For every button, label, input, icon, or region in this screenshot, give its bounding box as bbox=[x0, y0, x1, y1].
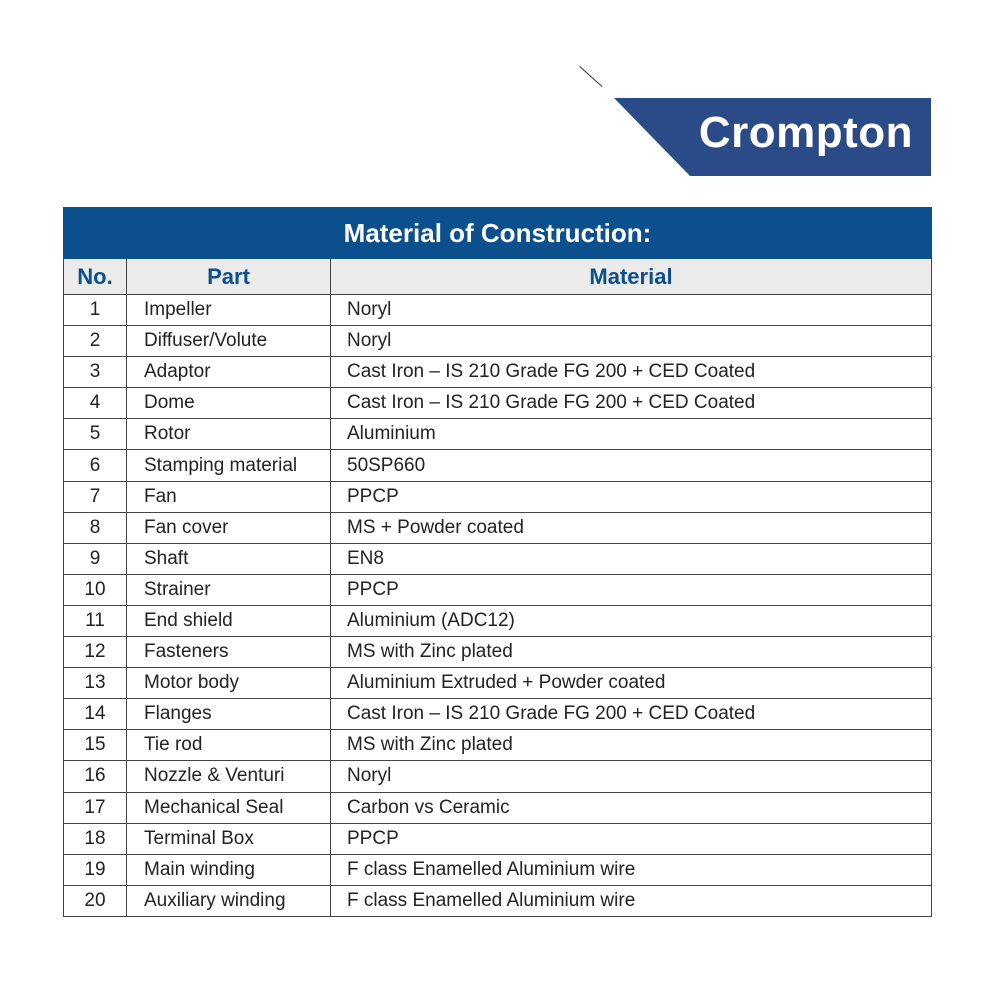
table-row: 14 Flanges Cast Iron – IS 210 Grade FG 200… bbox=[63, 698, 932, 731]
row-number: 17 bbox=[63, 791, 127, 824]
part-name: Impeller bbox=[126, 293, 331, 327]
part-name: Auxiliary winding bbox=[126, 884, 331, 917]
column-header-part: Part bbox=[126, 258, 331, 295]
part-name: Adaptor bbox=[126, 356, 331, 389]
part-name: Motor body bbox=[126, 667, 331, 700]
part-name: Fan cover bbox=[126, 511, 331, 544]
material-value: PPCP bbox=[330, 480, 932, 513]
row-number: 15 bbox=[63, 729, 127, 762]
row-number: 10 bbox=[63, 573, 127, 606]
table-row: 5 Rotor Aluminium bbox=[63, 418, 932, 451]
material-value: Cast Iron – IS 210 Grade FG 200 + CED Co… bbox=[330, 387, 932, 420]
material-value: MS with Zinc plated bbox=[330, 729, 932, 762]
table-row: 16 Nozzle & Venturi Noryl bbox=[63, 760, 932, 793]
row-number: 5 bbox=[63, 418, 127, 451]
material-value: PPCP bbox=[330, 573, 932, 606]
part-name: Fasteners bbox=[126, 636, 331, 669]
material-value: Carbon vs Ceramic bbox=[330, 791, 932, 824]
row-number: 8 bbox=[63, 511, 127, 544]
row-number: 4 bbox=[63, 387, 127, 420]
table-row: 2 Diffuser/Volute Noryl bbox=[63, 325, 932, 358]
part-name: Rotor bbox=[126, 418, 331, 451]
material-value: Aluminium Extruded + Powder coated bbox=[330, 667, 932, 700]
material-value: Cast Iron – IS 210 Grade FG 200 + CED Co… bbox=[330, 356, 932, 389]
row-number: 20 bbox=[63, 884, 127, 917]
table-row: 19 Main winding F class Enamelled Aluminiu… bbox=[63, 853, 932, 886]
table-row: 8 Fan cover MS + Powder coated bbox=[63, 511, 932, 544]
material-table: Material of Construction: No. Part Mater… bbox=[63, 207, 932, 917]
part-name: Shaft bbox=[126, 542, 331, 575]
part-name: Diffuser/Volute bbox=[126, 325, 331, 358]
row-number: 6 bbox=[63, 449, 127, 482]
part-name: Main winding bbox=[126, 853, 331, 886]
part-name: Strainer bbox=[126, 573, 331, 606]
row-number: 12 bbox=[63, 636, 127, 669]
material-value: MS + Powder coated bbox=[330, 511, 932, 544]
row-number: 3 bbox=[63, 356, 127, 389]
row-number: 19 bbox=[63, 853, 127, 886]
material-value: EN8 bbox=[330, 542, 932, 575]
material-value: F class Enamelled Aluminium wire bbox=[330, 884, 932, 917]
part-name: Flanges bbox=[126, 698, 331, 731]
table-row: 12 Fasteners MS with Zinc plated bbox=[63, 636, 932, 669]
row-number: 1 bbox=[63, 293, 127, 327]
row-number: 2 bbox=[63, 325, 127, 358]
material-value: MS with Zinc plated bbox=[330, 636, 932, 669]
part-name: Terminal Box bbox=[126, 822, 331, 855]
part-name: Dome bbox=[126, 387, 331, 420]
table-row: 7 Fan PPCP bbox=[63, 480, 932, 513]
table-row: 13 Motor body Aluminium Extruded + Powder … bbox=[63, 667, 932, 700]
table-row: 18 Terminal Box PPCP bbox=[63, 822, 932, 855]
material-value: Aluminium (ADC12) bbox=[330, 604, 932, 638]
table-row: 3 Adaptor Cast Iron – IS 210 Grade FG 200 … bbox=[63, 356, 932, 389]
part-name: Nozzle & Venturi bbox=[126, 760, 331, 793]
material-value: Noryl bbox=[330, 325, 932, 358]
part-name: Mechanical Seal bbox=[126, 791, 331, 824]
row-number: 16 bbox=[63, 760, 127, 793]
crompton-logo: Crompton bbox=[614, 98, 931, 176]
material-value: F class Enamelled Aluminium wire bbox=[330, 853, 932, 886]
table-row: 4 Dome Cast Iron – IS 210 Grade FG 200 + C… bbox=[63, 387, 932, 420]
row-number: 13 bbox=[63, 667, 127, 700]
row-number: 11 bbox=[63, 604, 127, 638]
table-row: 17 Mechanical Seal Carbon vs Ceramic bbox=[63, 791, 932, 824]
column-header-no: No. bbox=[63, 258, 127, 295]
table-row: 6 Stamping material 50SP660 bbox=[63, 449, 932, 482]
material-value: Aluminium bbox=[330, 418, 932, 451]
part-name: Tie rod bbox=[126, 729, 331, 762]
logo-text: Crompton bbox=[698, 108, 913, 157]
table-row: 11 End shield Aluminium (ADC12) bbox=[63, 604, 932, 638]
material-value: Noryl bbox=[330, 760, 932, 793]
material-value: PPCP bbox=[330, 822, 932, 855]
material-value: Cast Iron – IS 210 Grade FG 200 + CED Co… bbox=[330, 698, 932, 731]
row-number: 14 bbox=[63, 698, 127, 731]
part-name: Stamping material bbox=[126, 449, 331, 482]
part-name: End shield bbox=[126, 604, 331, 638]
decorative-line bbox=[579, 66, 603, 87]
material-value: 50SP660 bbox=[330, 449, 932, 482]
table-row: 15 Tie rod MS with Zinc plated bbox=[63, 729, 932, 762]
table-row: 9 Shaft EN8 bbox=[63, 542, 932, 575]
column-header-material: Material bbox=[330, 258, 932, 295]
table-row: 10 Strainer PPCP bbox=[63, 573, 932, 606]
material-value: Noryl bbox=[330, 293, 932, 327]
part-name: Fan bbox=[126, 480, 331, 513]
table-row: 1 Impeller Noryl bbox=[63, 293, 932, 327]
table-row: 20 Auxiliary winding F class Enamelled Alu… bbox=[63, 884, 932, 917]
table-title: Material of Construction: bbox=[63, 207, 932, 259]
row-number: 7 bbox=[63, 480, 127, 513]
row-number: 18 bbox=[63, 822, 127, 855]
row-number: 9 bbox=[63, 542, 127, 575]
